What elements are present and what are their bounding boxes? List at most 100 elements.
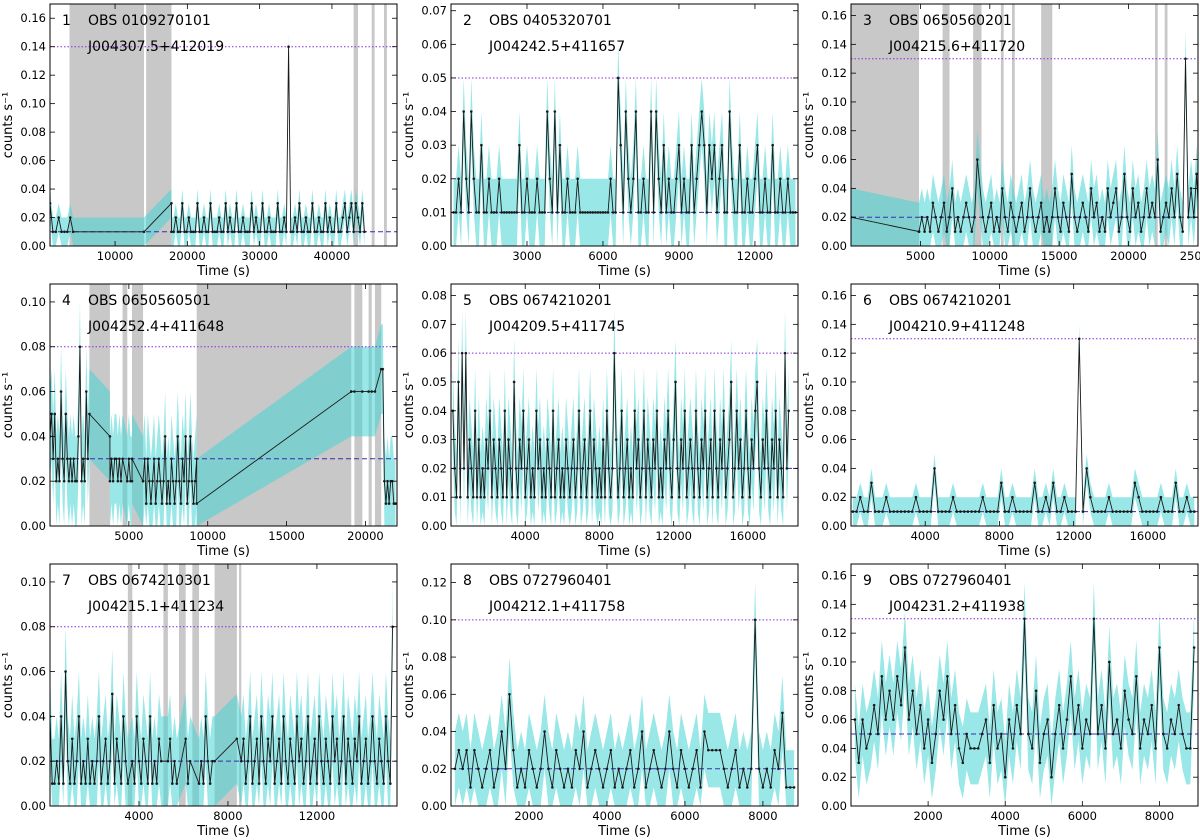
data-point xyxy=(881,510,884,513)
data-point xyxy=(348,759,352,763)
data-point xyxy=(226,230,230,234)
data-point xyxy=(861,718,864,721)
y-tick-label: 0.16 xyxy=(821,569,847,583)
data-point xyxy=(753,177,757,181)
data-point xyxy=(358,230,362,234)
data-point xyxy=(1059,230,1062,233)
data-point xyxy=(1174,481,1178,485)
data-point xyxy=(1011,747,1015,750)
data-point xyxy=(171,479,175,483)
data-point xyxy=(555,467,559,470)
data-point xyxy=(176,230,180,234)
data-point xyxy=(1117,230,1121,233)
source-name: J004212.1+411758 xyxy=(488,599,625,615)
data-point xyxy=(179,502,183,505)
y-tick-label: 0.01 xyxy=(421,490,447,504)
data-point xyxy=(1012,215,1015,219)
data-point xyxy=(919,703,922,707)
data-point xyxy=(1170,510,1174,513)
data-point xyxy=(355,759,359,763)
data-point xyxy=(945,230,949,233)
data-point xyxy=(1164,201,1168,205)
data-point xyxy=(207,230,210,234)
data-point xyxy=(1081,747,1084,750)
data-point xyxy=(326,759,330,763)
data-point xyxy=(710,748,714,752)
data-point xyxy=(510,211,514,214)
data-point xyxy=(508,693,511,696)
data-point xyxy=(1111,732,1115,736)
data-point xyxy=(104,737,107,741)
data-point xyxy=(609,495,612,499)
data-point xyxy=(77,715,81,718)
data-point xyxy=(631,495,635,499)
panel-4: 0.00 0.02 0.04 0.06 0.08 0.10 5000 10000 15000 20… xyxy=(1,283,398,559)
data-point xyxy=(319,230,323,234)
data-point xyxy=(173,759,176,763)
data-point xyxy=(187,216,191,219)
axes-frame xyxy=(450,563,799,807)
data-point xyxy=(324,737,328,741)
data-point xyxy=(469,786,472,789)
y-tick-label: 0.14 xyxy=(821,597,847,611)
data-point xyxy=(458,495,462,499)
data-point xyxy=(722,409,726,413)
y-tick-label: 0.08 xyxy=(821,124,847,138)
data-point xyxy=(260,715,263,718)
data-point xyxy=(962,215,965,219)
x-tick-label: 2000 xyxy=(913,809,942,823)
data-point xyxy=(142,230,146,234)
data-point xyxy=(596,495,599,499)
data-point xyxy=(1030,747,1034,750)
data-point xyxy=(538,211,541,214)
data-point xyxy=(174,479,178,483)
data-point xyxy=(518,143,521,147)
data-point xyxy=(57,782,61,785)
data-point xyxy=(1167,215,1171,219)
x-tick-label: 15000 xyxy=(1041,249,1078,263)
data-point xyxy=(248,715,252,718)
data-point xyxy=(1123,689,1127,693)
data-point xyxy=(611,467,614,470)
data-point xyxy=(725,211,729,214)
data-point xyxy=(500,730,503,733)
data-point xyxy=(230,230,234,234)
data-point xyxy=(998,230,1001,233)
data-point xyxy=(250,201,253,205)
x-tick-label: 4000 xyxy=(511,529,540,543)
data-point xyxy=(284,759,288,763)
data-point xyxy=(1077,337,1081,341)
data-point xyxy=(122,715,125,718)
data-point xyxy=(370,390,374,393)
data-point xyxy=(148,479,151,483)
data-point xyxy=(663,438,666,441)
data-point xyxy=(462,467,466,470)
data-point xyxy=(892,718,895,721)
data-point xyxy=(899,510,903,513)
data-point xyxy=(293,782,296,785)
data-point xyxy=(575,467,579,470)
data-point xyxy=(1173,215,1176,219)
y-tick-label: 0.08 xyxy=(821,404,847,418)
data-point xyxy=(1112,201,1115,205)
data-point xyxy=(255,737,259,741)
data-point xyxy=(505,211,509,214)
data-point xyxy=(708,143,711,147)
data-point xyxy=(130,479,134,483)
data-point xyxy=(772,467,776,470)
data-point xyxy=(180,201,184,205)
data-point xyxy=(293,216,297,219)
data-point xyxy=(851,510,855,513)
y-tick-label: 0.02 xyxy=(421,461,447,475)
data-point xyxy=(516,495,520,499)
data-point xyxy=(661,495,664,499)
y-tick-label: 0.14 xyxy=(821,37,847,51)
data-point xyxy=(679,748,683,752)
data-point xyxy=(1085,467,1088,470)
data-point xyxy=(1078,215,1082,219)
data-point xyxy=(291,759,294,763)
y-tick-label: 0.05 xyxy=(421,375,447,389)
data-point xyxy=(621,786,624,789)
data-point xyxy=(1125,215,1129,219)
data-point xyxy=(648,767,652,771)
